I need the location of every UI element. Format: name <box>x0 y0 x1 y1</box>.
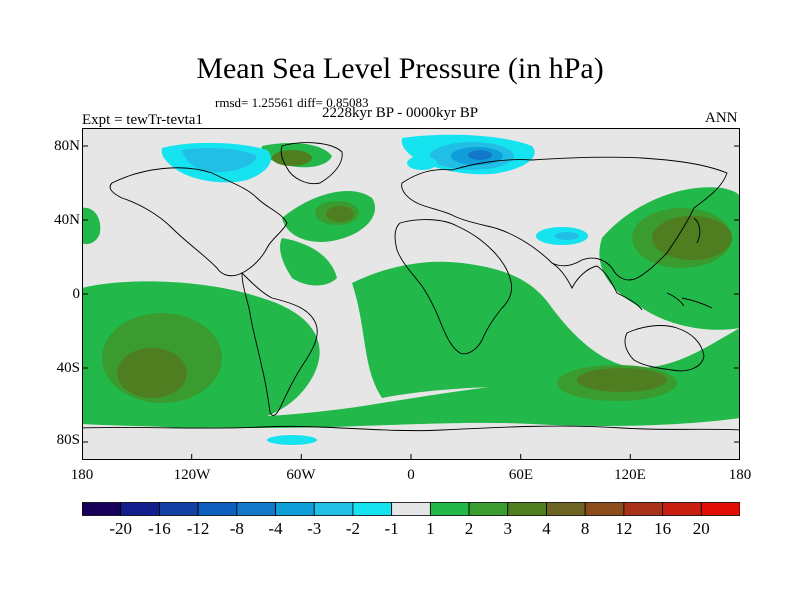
colorbar-box <box>197 502 238 516</box>
nw-pacific-inner-core <box>652 216 732 260</box>
colorbar-box <box>159 502 199 516</box>
colorbar-label: -4 <box>268 519 283 538</box>
colorbar-box <box>546 502 586 516</box>
colorbar-box <box>82 502 122 516</box>
diff-value: 0.85083 <box>326 95 369 110</box>
season-label: ANN <box>705 110 738 126</box>
mslp-map <box>82 128 740 460</box>
colorbar <box>82 502 740 516</box>
colorbar-box <box>236 502 276 516</box>
antarctica-coast <box>82 425 740 432</box>
south-america-coast <box>241 271 318 416</box>
colorbar-label: 3 <box>503 519 513 538</box>
colorbar-label: 16 <box>654 519 672 538</box>
japan-coast <box>666 217 713 309</box>
rmsd-value: 1.25561 <box>251 95 294 110</box>
colorbar-box <box>623 502 663 516</box>
colorbar-box <box>391 502 431 516</box>
lon-label-180e: 180 <box>728 467 752 483</box>
period-label: 2228kyr BP - 0000kyr BP <box>322 105 479 121</box>
pacific-inner-core <box>117 348 187 398</box>
atlantic-coastal-positive <box>280 238 337 286</box>
diff-label: diff= <box>297 95 323 110</box>
antarctic-negative <box>267 435 317 445</box>
greenland-coast <box>280 142 343 185</box>
colorbar-label: -2 <box>345 519 361 538</box>
tibet-negative-core <box>555 232 579 240</box>
colorbar-label: -3 <box>307 519 322 538</box>
colorbar-box <box>429 502 470 516</box>
lat-label-40s: 40S <box>56 360 80 376</box>
colorbar-label: -8 <box>229 519 244 538</box>
south-asia-coast <box>551 262 643 311</box>
australia-coast <box>624 325 705 372</box>
greenland-negative-inner <box>182 148 257 172</box>
stats-line: rmsd= 1.25561 diff= 0.85083 <box>215 95 368 111</box>
lat-label-80s: 80S <box>56 432 80 448</box>
lon-label-60w: 60W <box>286 467 316 483</box>
positive-anomaly-layer <box>82 143 740 428</box>
colorbar-label: 1 <box>426 519 435 538</box>
indian-inner-core <box>577 368 667 392</box>
scandinavia-negative-peak <box>468 150 492 160</box>
colorbar-label: 12 <box>615 519 633 538</box>
colorbar-box <box>468 502 509 516</box>
north-america-coast <box>109 167 288 277</box>
arctic-inner-core <box>272 150 312 166</box>
coastlines <box>82 142 740 432</box>
colorbar-box <box>313 502 354 516</box>
negative-anomaly-layer <box>161 134 588 445</box>
lon-label-180w: 180 <box>70 467 94 483</box>
lon-label-120w: 120W <box>173 467 211 483</box>
colorbar-box <box>352 502 393 516</box>
lat-label-80n: 80N <box>54 138 80 154</box>
colorbar-label: 2 <box>464 519 474 538</box>
colorbar-label: -12 <box>186 519 210 538</box>
ne-atlantic-negative <box>407 156 437 170</box>
colorbar-box <box>507 502 547 516</box>
lat-label-40n: 40N <box>54 212 80 228</box>
colorbar-label: -20 <box>109 519 133 538</box>
colorbar-label: 20 <box>692 519 710 538</box>
colorbar-label: -16 <box>148 519 171 538</box>
rmsd-label: rmsd= <box>215 95 249 110</box>
colorbar-box <box>120 502 160 516</box>
experiment-label: Expt = tewTr-tevta1 <box>82 112 203 128</box>
lon-label-60e: 60E <box>508 467 534 483</box>
eurasia-coast <box>401 156 728 281</box>
figure-title: Mean Sea Level Pressure (in hPa) <box>196 52 604 85</box>
colorbar-label: 8 <box>580 519 590 538</box>
west-edge-positive <box>82 207 101 245</box>
lat-label-0: 0 <box>72 286 81 302</box>
atlantic-positive-region <box>352 261 740 398</box>
colorbar-box <box>700 502 740 516</box>
colorbar-label: -1 <box>384 519 399 538</box>
colorbar-label: 4 <box>542 519 551 538</box>
colorbar-box <box>662 502 702 516</box>
atlantic-inner-core <box>326 206 354 222</box>
colorbar-box <box>584 502 625 516</box>
africa-coast <box>394 219 513 355</box>
lon-label-120e: 120E <box>614 467 646 483</box>
lon-label-0: 0 <box>407 467 415 483</box>
map-ticks <box>82 145 740 460</box>
colorbar-box <box>275 502 315 516</box>
